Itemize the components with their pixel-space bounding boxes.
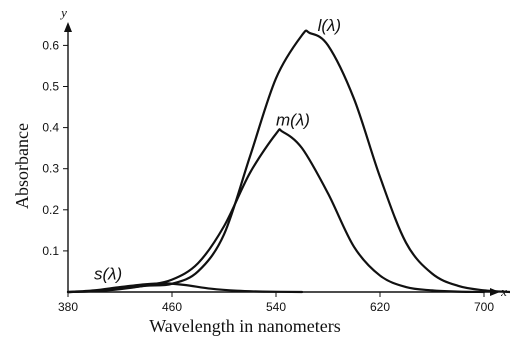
curve-labels: l(λ) m(λ) s(λ): [94, 16, 341, 284]
x-tick-label: 460: [162, 300, 182, 314]
y-tick-label: 0.4: [42, 121, 59, 135]
series-m-curve: [66, 128, 486, 294]
y-tick-label: 0.2: [42, 203, 59, 217]
x-axis-letter: x: [500, 284, 507, 299]
curve-label-s: s(λ): [94, 265, 122, 284]
x-tick-label: 620: [370, 300, 390, 314]
y-tick-label: 0.1: [42, 244, 59, 258]
x-axis-title: Wavelength in nanometers: [149, 316, 341, 336]
y-axis-letter: y: [59, 5, 67, 20]
y-tick-label: 0.6: [42, 38, 59, 52]
y-axis-title: Absorbance: [12, 123, 32, 209]
x-tick-label: 540: [266, 300, 286, 314]
ticks: 3804605406207007800.10.20.30.40.50.6: [42, 38, 494, 314]
axes: [64, 22, 500, 296]
curve-label-m: m(λ): [276, 111, 310, 130]
series-layer: [66, 29, 510, 294]
y-axis-arrow: [64, 22, 72, 32]
x-tick-label: 380: [58, 300, 78, 314]
x-tick-label: 700: [474, 300, 494, 314]
curve-label-l: l(λ): [318, 16, 341, 35]
series-l-curve: [66, 29, 510, 294]
y-tick-label: 0.3: [42, 162, 59, 176]
y-tick-label: 0.5: [42, 80, 59, 94]
